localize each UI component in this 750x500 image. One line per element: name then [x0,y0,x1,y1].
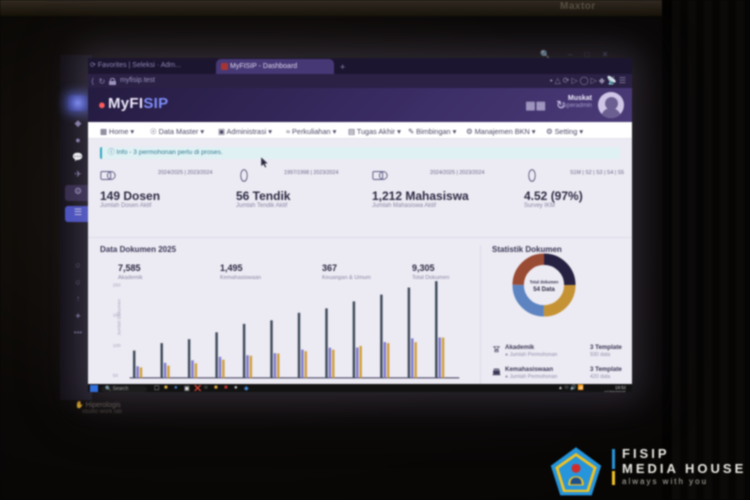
svg-text:50: 50 [113,373,119,378]
svg-text:250: 250 [113,283,121,288]
svg-text:Total dokumen: Total dokumen [530,279,559,284]
svg-text:Jumlah Dokumen: Jumlah Dokumen [116,299,121,336]
svg-text:54 Data: 54 Data [533,286,555,293]
svg-text:100: 100 [113,343,121,348]
